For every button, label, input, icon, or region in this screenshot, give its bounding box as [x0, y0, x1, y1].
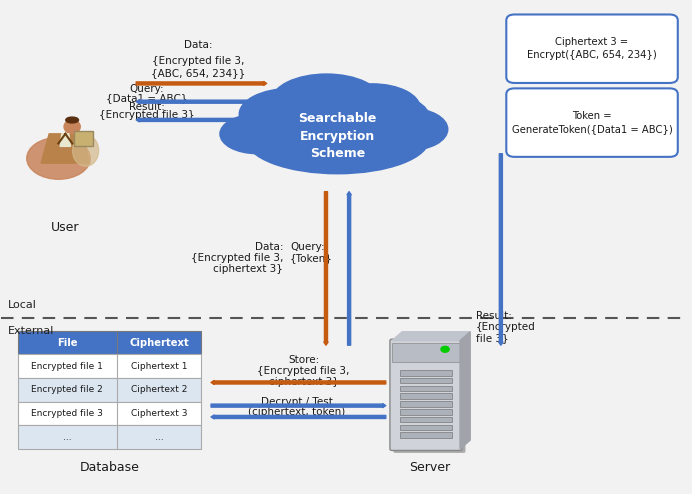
- Ellipse shape: [347, 95, 430, 140]
- Ellipse shape: [27, 137, 91, 179]
- FancyBboxPatch shape: [400, 417, 452, 422]
- Text: Result:: Result:: [475, 311, 511, 321]
- Text: {Encrypted file 3,: {Encrypted file 3,: [152, 56, 244, 66]
- Ellipse shape: [66, 117, 78, 123]
- Text: Server: Server: [409, 461, 450, 474]
- Text: User: User: [51, 221, 80, 234]
- Text: {Data1 = ABC}: {Data1 = ABC}: [107, 93, 188, 103]
- Text: Data:: Data:: [255, 242, 283, 252]
- Ellipse shape: [271, 74, 381, 128]
- Text: Ciphertext 1: Ciphertext 1: [131, 362, 188, 370]
- Text: Ciphertext 2: Ciphertext 2: [131, 385, 188, 394]
- Polygon shape: [392, 332, 471, 340]
- Text: {Encrypted file 3,: {Encrypted file 3,: [257, 366, 349, 376]
- Ellipse shape: [239, 88, 340, 140]
- Circle shape: [441, 346, 449, 352]
- Ellipse shape: [64, 120, 80, 133]
- Ellipse shape: [371, 108, 448, 150]
- Text: Store:: Store:: [288, 355, 319, 366]
- Text: {Encrypted file 3}: {Encrypted file 3}: [99, 110, 195, 121]
- Text: File: File: [57, 337, 78, 348]
- FancyBboxPatch shape: [18, 378, 201, 402]
- FancyBboxPatch shape: [18, 354, 201, 378]
- FancyBboxPatch shape: [18, 425, 201, 449]
- Text: Searchable
Encryption
Scheme: Searchable Encryption Scheme: [298, 112, 376, 160]
- Text: Query:: Query:: [129, 84, 164, 94]
- FancyBboxPatch shape: [400, 433, 452, 438]
- Text: ...: ...: [63, 433, 72, 442]
- Text: ciphertext 3}: ciphertext 3}: [268, 377, 338, 387]
- FancyBboxPatch shape: [400, 425, 452, 430]
- Text: Ciphertext 3 =
Encrypt({ABC, 654, 234}): Ciphertext 3 = Encrypt({ABC, 654, 234}): [527, 37, 657, 60]
- Polygon shape: [60, 134, 71, 146]
- FancyBboxPatch shape: [400, 385, 452, 391]
- Text: {ABC, 654, 234}}: {ABC, 654, 234}}: [151, 68, 245, 78]
- Text: ciphertext 3}: ciphertext 3}: [213, 264, 283, 274]
- FancyBboxPatch shape: [392, 343, 460, 362]
- Text: {Encrypted file 3,: {Encrypted file 3,: [191, 253, 283, 263]
- FancyBboxPatch shape: [400, 393, 452, 399]
- Text: Token =
GenerateToken({Data1 = ABC}): Token = GenerateToken({Data1 = ABC}): [511, 111, 673, 134]
- Text: Local: Local: [8, 299, 37, 310]
- Text: Encrypted file 1: Encrypted file 1: [31, 362, 103, 370]
- FancyBboxPatch shape: [507, 14, 677, 83]
- FancyBboxPatch shape: [400, 370, 452, 375]
- FancyBboxPatch shape: [390, 339, 462, 451]
- Text: file 3}: file 3}: [475, 333, 509, 343]
- Polygon shape: [460, 332, 471, 449]
- Text: Query:: Query:: [290, 242, 325, 252]
- FancyBboxPatch shape: [400, 401, 452, 407]
- Text: {Token}: {Token}: [290, 253, 333, 263]
- FancyBboxPatch shape: [400, 378, 452, 383]
- Text: Data:: Data:: [184, 40, 212, 50]
- FancyBboxPatch shape: [400, 409, 452, 414]
- Text: Decrypt / Test: Decrypt / Test: [261, 397, 333, 407]
- Text: Result:: Result:: [129, 102, 165, 112]
- Text: Ciphertext 3: Ciphertext 3: [131, 409, 188, 418]
- FancyBboxPatch shape: [507, 88, 677, 157]
- Text: Encrypted file 3: Encrypted file 3: [31, 409, 103, 418]
- FancyBboxPatch shape: [18, 402, 201, 425]
- Ellipse shape: [73, 135, 98, 166]
- Text: ...: ...: [155, 433, 163, 442]
- Ellipse shape: [246, 104, 430, 174]
- FancyBboxPatch shape: [18, 331, 201, 354]
- Text: External: External: [8, 326, 54, 336]
- Polygon shape: [41, 134, 90, 163]
- Text: Database: Database: [80, 461, 140, 474]
- Text: Ciphertext: Ciphertext: [129, 337, 189, 348]
- Text: {Encrypted: {Encrypted: [475, 322, 536, 332]
- Text: Encrypted file 2: Encrypted file 2: [31, 385, 103, 394]
- FancyBboxPatch shape: [75, 131, 93, 146]
- FancyBboxPatch shape: [393, 341, 466, 453]
- Ellipse shape: [325, 84, 420, 132]
- Text: (ciphertext, token): (ciphertext, token): [248, 407, 345, 417]
- Ellipse shape: [220, 114, 293, 154]
